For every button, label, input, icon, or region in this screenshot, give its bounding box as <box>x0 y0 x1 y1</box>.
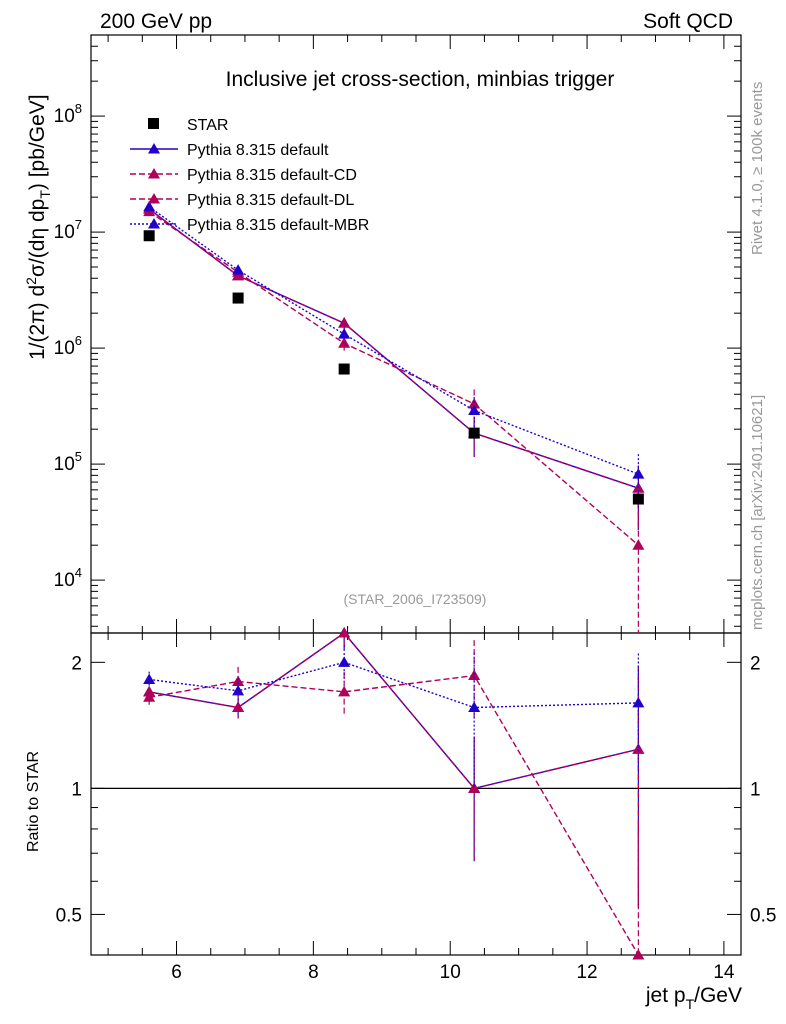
y-tick-label: 108 <box>54 101 82 127</box>
ratio-point <box>632 696 645 708</box>
ratio-point <box>232 701 245 713</box>
ratio-point <box>468 669 481 681</box>
ratio-point <box>468 782 481 793</box>
star-data-point <box>468 427 480 439</box>
series-line <box>148 211 639 546</box>
series-point <box>632 539 645 550</box>
ratio-tick-label: 1 <box>71 779 82 800</box>
legend-marker <box>148 218 160 229</box>
ratio-point <box>632 743 645 754</box>
ratio-point <box>632 949 645 960</box>
series-point <box>338 328 351 339</box>
svg-text:1/(2π) d2σ/(dη dpT) [pb/GeV]: 1/(2π) d2σ/(dη dpT) [pb/GeV] <box>23 94 53 360</box>
ratio-series-1 <box>143 627 645 908</box>
legend-entry: Pythia 8.315 default <box>130 142 329 159</box>
y-tick-label: 107 <box>54 217 82 243</box>
y-tick-label: 106 <box>54 333 82 359</box>
header-right: Soft QCD <box>643 10 733 33</box>
legend-entry: Pythia 8.315 default-CD <box>130 167 357 184</box>
legend-entry: Pythia 8.315 default-MBR <box>130 217 369 234</box>
legend-marker <box>148 193 160 204</box>
chart-title: Inclusive jet cross-section, minbias tri… <box>226 68 615 91</box>
series-point <box>338 337 351 348</box>
ratio-point <box>143 673 156 684</box>
ratio-line <box>149 632 639 790</box>
ratio-series-0 <box>143 627 645 908</box>
series-point <box>468 404 481 415</box>
star-data-point <box>232 292 244 304</box>
ratio-series-3 <box>143 644 645 787</box>
ratio-y-axis-label: Ratio to STAR <box>25 751 42 852</box>
ratio-point <box>338 656 351 667</box>
ratio-point <box>468 701 481 713</box>
ratio-point <box>143 691 156 702</box>
ratio-tick-label: 0.5 <box>56 905 82 926</box>
legend-label: Pythia 8.315 default-CD <box>187 167 357 184</box>
legend-marker <box>148 118 159 129</box>
legend-entry: Pythia 8.315 default-DL <box>130 192 354 209</box>
x-tick-label: 14 <box>713 962 735 983</box>
rivet-label: Rivet 4.1.0, ≥ 100k events <box>749 82 766 255</box>
x-tick-label: 8 <box>308 962 319 983</box>
ratio-line <box>149 632 639 790</box>
series-3 <box>143 200 645 508</box>
series-point <box>632 468 645 479</box>
y-tick-label: 104 <box>54 565 82 591</box>
series-point <box>232 264 245 275</box>
legend-label: STAR <box>187 117 228 134</box>
ratio-series-2 <box>143 640 645 960</box>
star-data-point <box>338 363 350 375</box>
star-data-point <box>143 230 155 242</box>
ratio-tick-label-right: 0.5 <box>750 905 776 926</box>
ratio-point <box>338 627 351 638</box>
ratio-tick-label-right: 2 <box>750 653 761 674</box>
x-tick-label: 12 <box>576 962 597 983</box>
x-tick-label: 6 <box>171 962 182 983</box>
x-axis-label: jet pT/GeV <box>645 984 742 1012</box>
star-data-point <box>632 493 644 505</box>
series-line <box>148 206 639 475</box>
mcplots-label: mcplots.cern.ch [arXiv:2401.10621] <box>749 395 766 630</box>
legend-label: Pythia 8.315 default-DL <box>187 192 354 209</box>
legend-marker <box>148 168 160 179</box>
legend-label: Pythia 8.315 default <box>187 142 329 159</box>
ratio-point <box>232 684 245 696</box>
series-2 <box>143 205 645 633</box>
legend-entry: STAR <box>148 117 228 134</box>
ratio-line <box>149 674 639 956</box>
series-point <box>338 317 351 328</box>
y-axis-label: 1/(2π) d2σ/(dη dpT) [pb/GeV] <box>23 94 53 360</box>
x-tick-label: 10 <box>440 962 461 983</box>
ratio-tick-label: 2 <box>71 653 82 674</box>
series-point <box>468 397 481 409</box>
analysis-id: (STAR_2006_I723509) <box>344 591 487 607</box>
y-tick-label: 105 <box>54 449 82 475</box>
ratio-point <box>338 685 351 697</box>
legend-marker <box>148 143 160 154</box>
ratio-tick-label-right: 1 <box>750 779 761 800</box>
legend-label: Pythia 8.315 default-MBR <box>187 217 369 234</box>
header-left: 200 GeV pp <box>100 10 212 33</box>
ratio-frame <box>90 632 742 956</box>
series-point <box>143 200 156 212</box>
ratio-point <box>232 675 245 686</box>
